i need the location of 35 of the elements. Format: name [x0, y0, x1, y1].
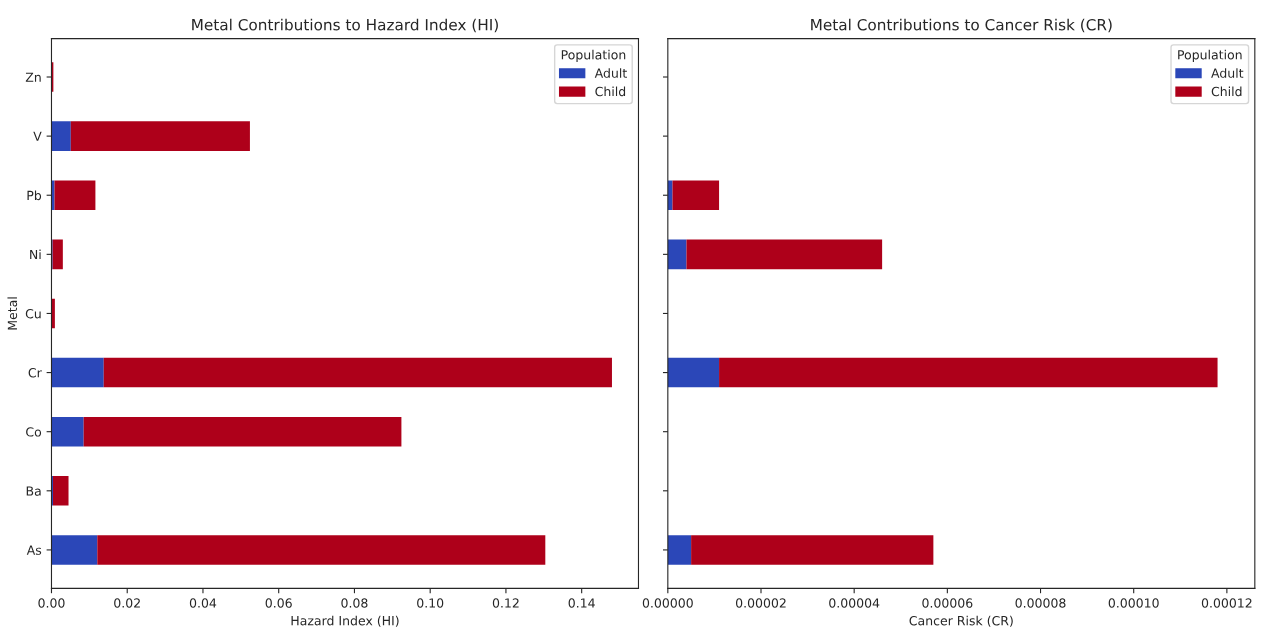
- legend-title: Population: [561, 49, 626, 62]
- legend-label: Adult: [1211, 68, 1244, 78]
- x-tick-label: 0.10: [417, 598, 444, 608]
- x-tick-label: 0.00000: [642, 598, 693, 608]
- x-tick-label: 0.08: [341, 598, 368, 608]
- legend-label: Adult: [594, 68, 627, 78]
- x-tick-label: 0.14: [568, 598, 595, 608]
- x-tick-label: 0.00008: [1015, 598, 1066, 608]
- y-tick-label: Zn: [25, 72, 41, 82]
- x-tick-label: 0.04: [189, 598, 217, 608]
- x-tick-label: 0.00002: [735, 598, 786, 608]
- x-tick-label: 0.00012: [1201, 598, 1252, 608]
- y-tick-label: Cr: [28, 368, 42, 378]
- chart-title: Metal Contributions to Cancer Risk (CR): [811, 18, 1112, 33]
- x-tick-label: 0.00: [38, 598, 65, 608]
- legend-label: Child: [1211, 86, 1242, 97]
- y-tick-label: Co: [26, 427, 42, 437]
- y-tick-label: Pb: [27, 190, 42, 201]
- legend-title: Population: [1178, 49, 1242, 62]
- x-tick-label: 0.00004: [829, 598, 880, 608]
- y-tick-label: Ni: [30, 249, 41, 260]
- x-axis-title: Hazard Index (HI): [291, 615, 399, 627]
- legend-label: Child: [595, 86, 626, 97]
- x-tick-label: 0.12: [492, 598, 519, 608]
- x-tick-label: 0.02: [114, 598, 140, 608]
- x-tick-label: 0.06: [265, 598, 292, 608]
- y-tick-label: As: [26, 545, 42, 555]
- chart-title: Metal Contributions to Hazard Index (HI): [192, 18, 498, 33]
- y-tick-label: V: [33, 131, 42, 141]
- y-tick-label: Ba: [26, 486, 41, 496]
- y-tick-label: Cu: [25, 308, 41, 319]
- x-tick-label: 0.00010: [1108, 598, 1159, 608]
- x-axis-title: Cancer Risk (CR): [909, 615, 1013, 627]
- x-tick-label: 0.00006: [922, 598, 973, 608]
- y-axis-title: Metal: [7, 297, 18, 330]
